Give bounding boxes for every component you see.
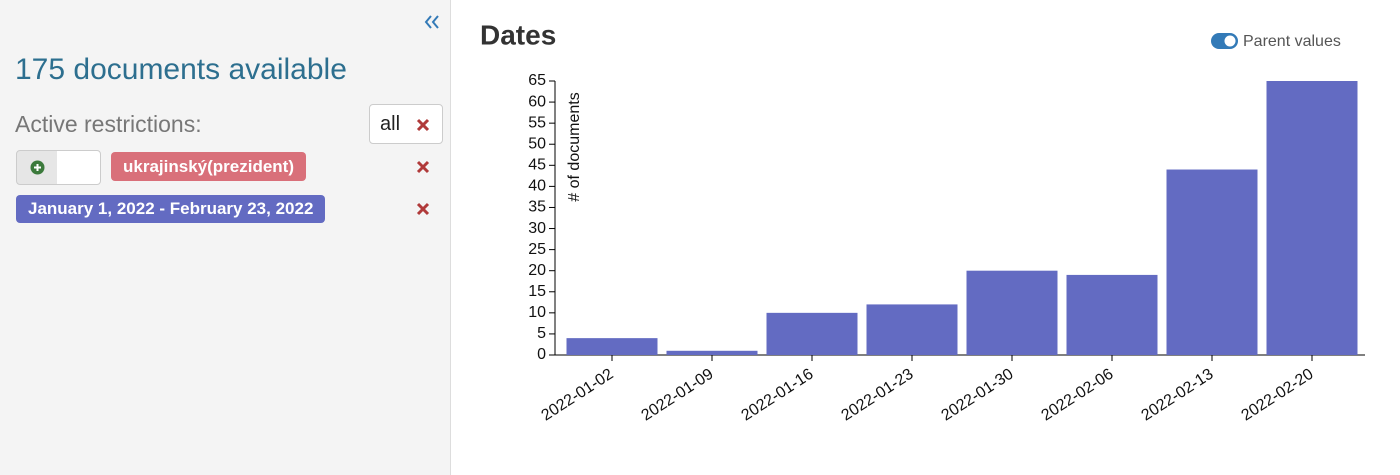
x-tick-label: 2022-01-09 <box>639 366 717 425</box>
y-tick-label: 50 <box>528 135 546 152</box>
y-tick-label: 55 <box>528 114 546 131</box>
remove-icon[interactable] <box>416 160 430 174</box>
y-tick-label: 0 <box>537 346 546 363</box>
bar <box>1266 81 1358 355</box>
document-count: 175 documents available <box>15 53 347 86</box>
y-tick-label: 20 <box>528 262 546 279</box>
bar <box>566 338 658 355</box>
y-tick-label: 45 <box>528 157 546 174</box>
y-tick-label: 35 <box>528 199 546 216</box>
x-tick-label: 2022-01-16 <box>739 366 817 425</box>
toggle-label: Parent values <box>1243 33 1341 50</box>
y-axis-label: # of documents <box>566 92 583 201</box>
clear-all-button[interactable]: all <box>369 104 443 144</box>
x-tick-label: 2022-02-20 <box>1239 366 1317 425</box>
button-label: all <box>380 113 401 135</box>
bar <box>666 350 758 355</box>
restriction-tag: January 1, 2022 - February 23, 2022 <box>16 195 326 223</box>
restrictions-label: Active restrictions: <box>15 111 202 137</box>
chart: Dates Parent values # of documents 0 5 10 1… <box>480 19 1365 425</box>
y-tick-label: 25 <box>528 241 546 258</box>
bar <box>1066 274 1158 355</box>
negate-toggle[interactable] <box>16 150 101 185</box>
x-tick-label: 2022-01-23 <box>839 366 917 425</box>
x-tick-label: 2022-02-13 <box>1139 366 1217 425</box>
collapse-icon[interactable] <box>424 14 440 30</box>
sidebar: 175 documents available Active restricti… <box>0 0 451 475</box>
bar <box>866 304 958 355</box>
toggle-knob <box>1224 35 1236 47</box>
x-tick-label: 2022-01-30 <box>939 366 1017 425</box>
y-tick-label: 5 <box>537 325 546 342</box>
remove-icon <box>416 118 430 132</box>
y-tick-label: 65 <box>528 72 546 89</box>
y-tick-label: 30 <box>528 220 546 237</box>
y-tick-label: 15 <box>528 283 546 300</box>
restriction-tag: ukrajinský(prezident) <box>111 152 306 181</box>
y-tick-label: 40 <box>528 178 546 195</box>
y-tick-label: 60 <box>528 93 546 110</box>
plus-icon <box>30 160 45 175</box>
y-tick-label: 10 <box>528 304 546 321</box>
parent-toggle[interactable]: Parent values <box>1211 33 1341 50</box>
chart-title: Dates <box>480 19 556 50</box>
bar <box>1166 169 1258 355</box>
remove-icon[interactable] <box>416 202 430 216</box>
x-tick-label: 2022-02-06 <box>1039 366 1117 425</box>
bar <box>966 270 1058 355</box>
bar <box>766 312 858 355</box>
x-tick-label: 2022-01-02 <box>539 366 617 425</box>
